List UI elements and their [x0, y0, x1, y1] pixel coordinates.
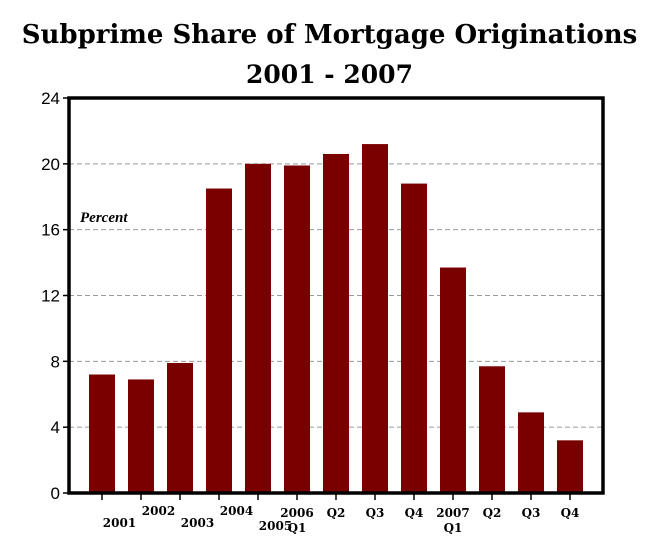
x-tick-label: 2007 [436, 506, 469, 520]
bar [440, 267, 466, 493]
bar [479, 366, 505, 493]
bar [245, 163, 271, 494]
bar [557, 440, 583, 493]
y-tick-label: 16 [41, 221, 60, 240]
x-tick-label: 2001 [103, 516, 136, 530]
bars [89, 144, 583, 494]
bar [518, 412, 544, 493]
bar [167, 362, 193, 493]
x-tick-label: Q3 [366, 506, 385, 520]
y-tick-label: 4 [51, 418, 60, 437]
x-tick-label: 2006 [280, 506, 313, 520]
x-tick-label: 2005 [259, 519, 292, 533]
x-tick-label: Q2 [483, 506, 502, 520]
y-tick-label: 0 [51, 484, 60, 503]
y-axis-label: Percent [80, 210, 128, 226]
chart-title: Subprime Share of Mortgage Originations [21, 20, 638, 50]
bar [284, 165, 310, 493]
x-tick-label: 2003 [181, 516, 214, 530]
x-tick-label: Q3 [522, 506, 541, 520]
bar [362, 144, 388, 494]
y-tick-label: 24 [41, 89, 60, 108]
bar [323, 153, 349, 494]
y-tick-label: 20 [41, 155, 60, 174]
x-tick-label: 2004 [220, 504, 253, 518]
bar [401, 183, 427, 494]
x-tick-label: Q4 [405, 506, 424, 520]
x-tick-label-sub: Q1 [288, 521, 307, 535]
bar [89, 374, 115, 493]
x-tick-label: 2002 [142, 504, 175, 518]
x-tick-label-sub: Q1 [444, 521, 463, 535]
x-tick-label: Q2 [327, 506, 346, 520]
y-axis: 0 4 8 12 16 20 24 [41, 89, 69, 503]
y-tick-label: 8 [51, 352, 60, 371]
x-tick-label: Q4 [561, 506, 580, 520]
chart-subtitle: 2001 - 2007 [246, 60, 413, 89]
plot-frame [67, 96, 605, 495]
bar [206, 188, 232, 494]
y-tick-label: 12 [41, 287, 60, 306]
bar [128, 379, 154, 493]
